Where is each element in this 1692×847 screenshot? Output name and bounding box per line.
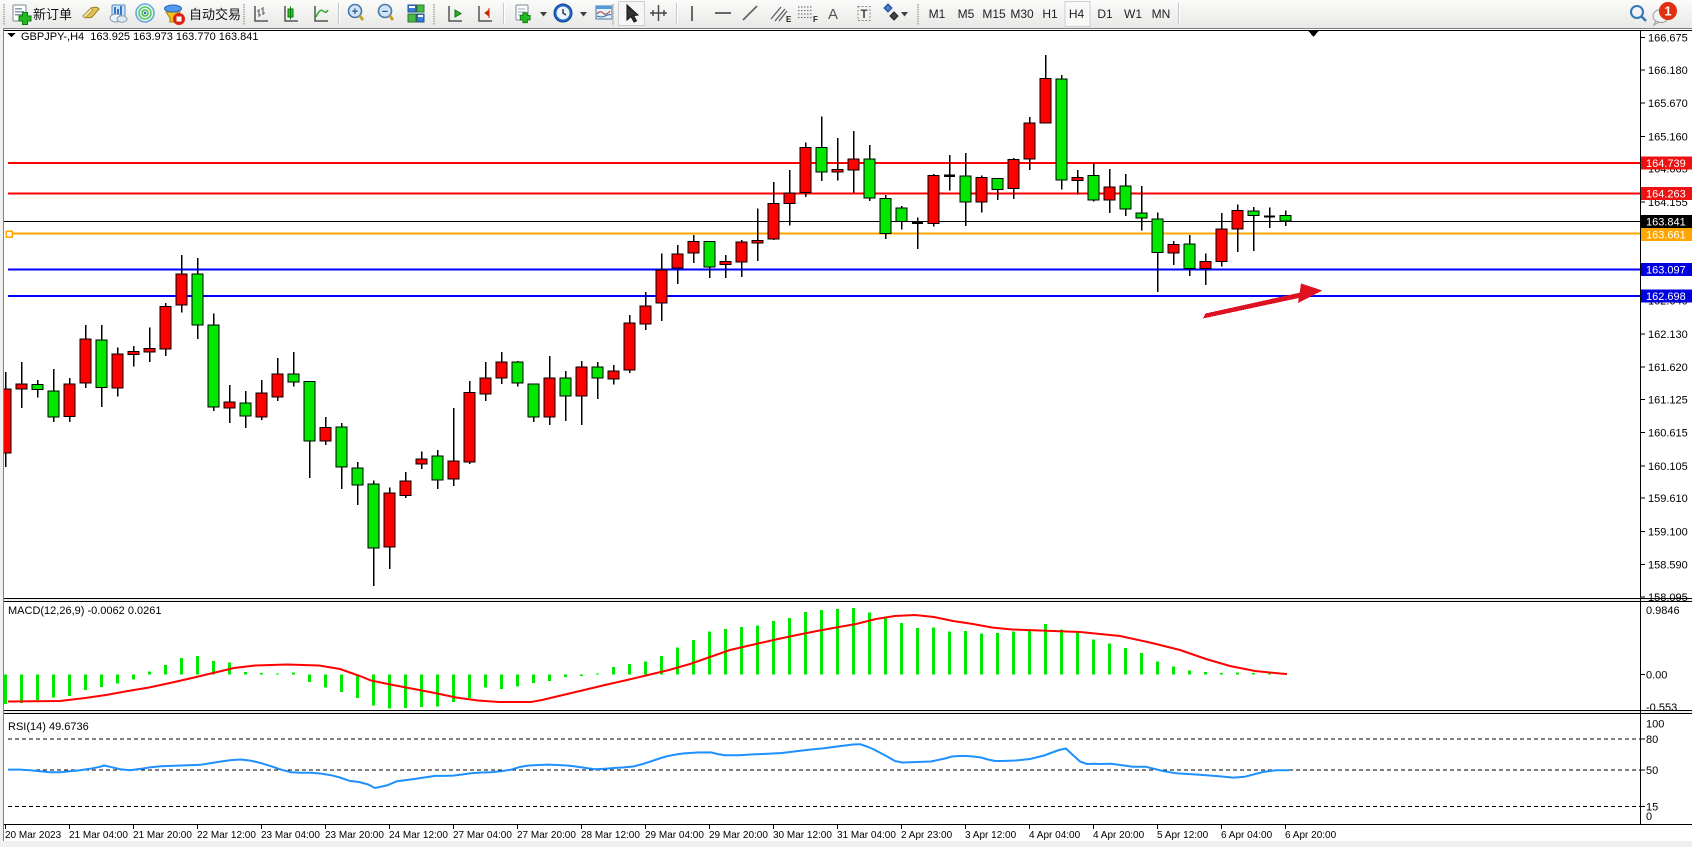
svg-text:27 Mar 20:00: 27 Mar 20:00 — [517, 830, 576, 841]
svg-text:80: 80 — [1646, 734, 1658, 746]
svg-text:22 Mar 12:00: 22 Mar 12:00 — [197, 830, 256, 841]
svg-text:H1: H1 — [1042, 7, 1058, 21]
svg-text:164.739: 164.739 — [1646, 158, 1686, 170]
svg-text:MN: MN — [1152, 7, 1171, 21]
svg-text:161.125: 161.125 — [1648, 394, 1688, 406]
svg-text:21 Mar 04:00: 21 Mar 04:00 — [69, 830, 128, 841]
svg-text:0.00: 0.00 — [1646, 670, 1667, 682]
svg-text:166.180: 166.180 — [1648, 65, 1688, 77]
svg-text:M1: M1 — [929, 7, 946, 21]
svg-text:W1: W1 — [1124, 7, 1142, 21]
svg-text:3 Apr 12:00: 3 Apr 12:00 — [965, 830, 1017, 841]
svg-text:23 Mar 04:00: 23 Mar 04:00 — [261, 830, 320, 841]
svg-text:30 Mar 12:00: 30 Mar 12:00 — [773, 830, 832, 841]
svg-text:M30: M30 — [1010, 7, 1034, 21]
svg-text:166.675: 166.675 — [1648, 33, 1688, 45]
svg-text:0.9846: 0.9846 — [1646, 605, 1680, 617]
svg-text:A: A — [828, 6, 838, 23]
svg-text:RSI(14) 49.6736: RSI(14) 49.6736 — [8, 721, 89, 733]
svg-text:160.105: 160.105 — [1648, 461, 1688, 473]
svg-text:31 Mar 04:00: 31 Mar 04:00 — [837, 830, 896, 841]
svg-text:0: 0 — [1646, 811, 1652, 823]
svg-text:MACD(12,26,9) -0.0062 0.0261: MACD(12,26,9) -0.0062 0.0261 — [8, 605, 161, 617]
svg-text:6 Apr 20:00: 6 Apr 20:00 — [1285, 830, 1337, 841]
svg-text:6 Apr 04:00: 6 Apr 04:00 — [1221, 830, 1273, 841]
svg-text:D1: D1 — [1097, 7, 1113, 21]
svg-text:自动交易: 自动交易 — [189, 7, 241, 22]
svg-text:1: 1 — [1664, 4, 1671, 19]
svg-text:158.590: 158.590 — [1648, 560, 1688, 572]
svg-text:4 Apr 20:00: 4 Apr 20:00 — [1093, 830, 1145, 841]
svg-text:29 Mar 04:00: 29 Mar 04:00 — [645, 830, 704, 841]
svg-text:2 Apr 23:00: 2 Apr 23:00 — [901, 830, 953, 841]
svg-text:163.841: 163.841 — [1646, 217, 1686, 229]
svg-text:M5: M5 — [958, 7, 975, 21]
svg-text:164.263: 164.263 — [1646, 189, 1686, 201]
svg-text:163.661: 163.661 — [1646, 229, 1686, 241]
svg-text:20 Mar 2023: 20 Mar 2023 — [5, 830, 62, 841]
svg-text:27 Mar 04:00: 27 Mar 04:00 — [453, 830, 512, 841]
svg-text:H4: H4 — [1069, 7, 1085, 21]
svg-text:M15: M15 — [982, 7, 1006, 21]
svg-text:50: 50 — [1646, 765, 1658, 777]
svg-text:100: 100 — [1646, 719, 1664, 731]
svg-text:162.130: 162.130 — [1648, 329, 1688, 341]
svg-text:GBPJPY-,H4 163.925 163.973 16: GBPJPY-,H4 163.925 163.973 163.770 163.8… — [21, 31, 259, 43]
svg-text:28 Mar 12:00: 28 Mar 12:00 — [581, 830, 640, 841]
svg-text:21 Mar 20:00: 21 Mar 20:00 — [133, 830, 192, 841]
svg-text:E: E — [786, 15, 792, 24]
svg-text:159.610: 159.610 — [1648, 493, 1688, 505]
svg-text:T: T — [861, 9, 868, 21]
svg-text:23 Mar 20:00: 23 Mar 20:00 — [325, 830, 384, 841]
svg-text:165.670: 165.670 — [1648, 98, 1688, 110]
svg-text:4 Apr 04:00: 4 Apr 04:00 — [1029, 830, 1081, 841]
svg-text:165.160: 165.160 — [1648, 131, 1688, 143]
svg-text:29 Mar 20:00: 29 Mar 20:00 — [709, 830, 768, 841]
svg-text:-0.553: -0.553 — [1646, 702, 1677, 714]
svg-text:160.615: 160.615 — [1648, 428, 1688, 440]
svg-text:+: + — [352, 6, 358, 18]
svg-text:F: F — [813, 15, 818, 24]
svg-text:163.097: 163.097 — [1646, 265, 1686, 277]
svg-text:158.095: 158.095 — [1648, 592, 1688, 604]
svg-text:159.100: 159.100 — [1648, 526, 1688, 538]
svg-text:5 Apr 12:00: 5 Apr 12:00 — [1157, 830, 1209, 841]
svg-text:新订单: 新订单 — [33, 7, 72, 22]
svg-text:−: − — [382, 6, 388, 18]
svg-text:24 Mar 12:00: 24 Mar 12:00 — [389, 830, 448, 841]
svg-text:161.620: 161.620 — [1648, 362, 1688, 374]
svg-text:162.698: 162.698 — [1646, 291, 1686, 303]
svg-text:15: 15 — [1646, 802, 1658, 814]
